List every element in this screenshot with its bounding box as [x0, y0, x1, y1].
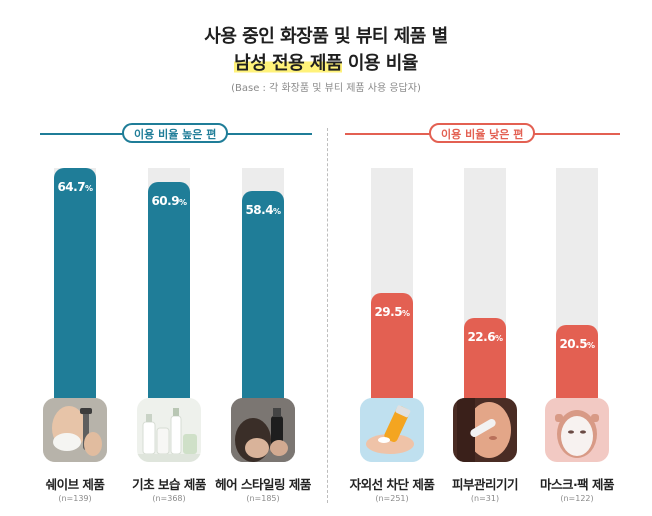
chart-title-line2: 남성 전용 제품 이용 비율 — [0, 49, 652, 75]
group-label-pill: 이용 비율 높은 편 — [122, 123, 229, 143]
sample-size-label: (n=31) — [470, 494, 500, 503]
category-label: 피부관리기기 — [451, 477, 519, 492]
sample-size-label: (n=368) — [152, 494, 186, 503]
category-label: 마스크·팩 제품 — [539, 477, 615, 492]
bar-value-label: 29.5% — [374, 305, 410, 320]
group-label-pill: 이용 비율 낮은 편 — [429, 123, 536, 143]
category-label: 헤어 스타일링 제품 — [215, 477, 311, 492]
bar-value-label: 58.4% — [245, 202, 281, 217]
category-label: 쉐이브 제품 — [45, 477, 105, 492]
shaving-photo-icon — [43, 398, 107, 462]
skin-device-photo-icon — [453, 398, 517, 462]
title-rest: 이용 비율 — [342, 53, 419, 74]
bar — [242, 190, 284, 398]
sample-size-label: (n=251) — [375, 494, 409, 503]
face-mask-photo-icon — [545, 398, 609, 462]
hair-spray-photo-icon — [231, 398, 295, 462]
category-label: 자외선 차단 제품 — [349, 477, 435, 492]
category-label: 기초 보습 제품 — [132, 477, 206, 492]
bar — [556, 325, 598, 398]
bar-value-label: 60.9% — [151, 193, 187, 208]
bar-value-label: 22.6% — [467, 329, 503, 344]
bar — [371, 293, 413, 398]
group-divider — [327, 128, 328, 503]
moisturizer-bottles-photo-icon — [137, 398, 201, 462]
bar-value-label: 64.7% — [57, 180, 93, 195]
bar — [464, 317, 506, 398]
base-note: (Base : 각 화장품 및 뷰티 제품 사용 응답자) — [231, 83, 421, 94]
sample-size-label: (n=122) — [560, 494, 594, 503]
bar — [148, 181, 190, 398]
sample-size-label: (n=185) — [246, 494, 280, 503]
bar — [54, 168, 96, 398]
bar-value-label: 20.5% — [559, 337, 595, 352]
title-highlight: 남성 전용 제품 — [234, 53, 343, 74]
sample-size-label: (n=139) — [58, 494, 92, 503]
chart-title-line1: 사용 중인 화장품 및 뷰티 제품 별 — [204, 26, 448, 47]
sunscreen-photo-icon — [360, 398, 424, 462]
